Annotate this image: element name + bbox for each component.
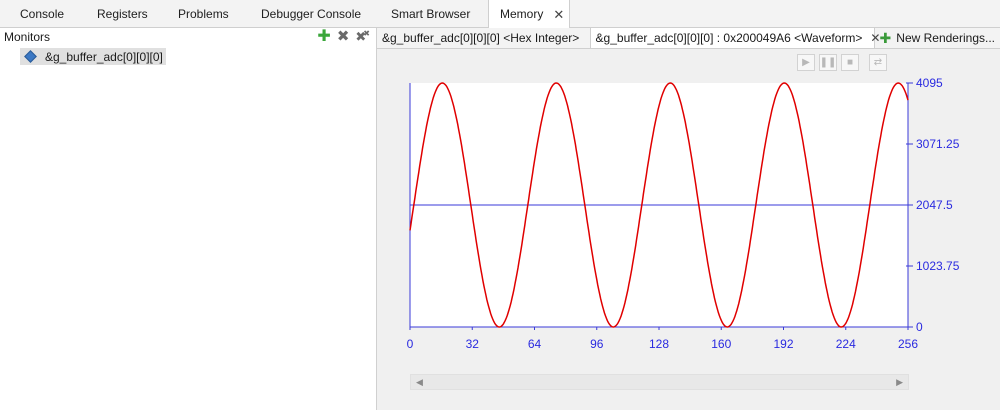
waveform-controls: ▶ ❚❚ ■ ⇄ [797, 54, 887, 71]
tab-registers[interactable]: Registers [79, 0, 160, 27]
monitors-toolbar: ✚ ✖ ✖✖ [317, 27, 370, 45]
tab-label: Console [20, 6, 65, 21]
tab-label: &g_buffer_adc[0][0][0] : 0x200049A6 <Wav… [595, 31, 863, 45]
tab-problems[interactable]: Problems [160, 0, 243, 27]
variable-icon [24, 50, 37, 63]
x-tick-label: 96 [590, 337, 604, 351]
tab-hex-integer[interactable]: &g_buffer_adc[0][0][0] <Hex Integer> [377, 28, 591, 48]
monitors-pane: Monitors ✚ ✖ ✖✖ &g_buffer_adc[0][0][0] [0, 28, 377, 410]
pause-icon[interactable]: ❚❚ [819, 54, 837, 71]
y-tick-label: 1023.75 [916, 259, 960, 273]
x-tick-label: 32 [466, 337, 480, 351]
waveform-line [409, 82, 909, 328]
renderings-pane: &g_buffer_adc[0][0][0] <Hex Integer> &g_… [377, 28, 1000, 410]
scroll-left-icon[interactable]: ◀ [416, 376, 423, 387]
x-tick-label: 160 [711, 337, 731, 351]
add-icon[interactable]: ✚ [317, 27, 331, 45]
tab-label: &g_buffer_adc[0][0][0] <Hex Integer> [382, 31, 580, 45]
tab-smart-browser[interactable]: Smart Browser [377, 0, 488, 27]
x-tick-label: 64 [528, 337, 542, 351]
monitor-item-label: &g_buffer_adc[0][0][0] [45, 49, 163, 64]
waveform-svg: 4095 3071.25 2047.5 1023.75 0 0 32 64 96 128 160 19… [407, 76, 960, 351]
x-tick-label: 192 [773, 337, 793, 351]
y-tick-label: 0 [916, 320, 923, 334]
tab-label: Registers [97, 6, 148, 21]
remove-all-icon[interactable]: ✖✖ [355, 29, 370, 44]
close-icon[interactable]: ✕ [870, 31, 881, 45]
tab-debugger-console[interactable]: Debugger Console [243, 0, 377, 27]
play-icon[interactable]: ▶ [797, 54, 815, 71]
tab-memory[interactable]: Memory ✕ [488, 0, 570, 28]
y-tick-label: 3071.25 [916, 137, 960, 151]
x-tick-label: 256 [898, 337, 918, 351]
remove-icon[interactable]: ✖ [336, 28, 350, 45]
close-icon[interactable]: ✕ [553, 6, 565, 22]
tab-new-renderings[interactable]: ✚ New Renderings... [875, 28, 1000, 48]
tab-console[interactable]: Console [0, 0, 79, 27]
tab-label: Problems [178, 6, 229, 21]
x-tick-label: 224 [836, 337, 856, 351]
tab-label: New Renderings... [896, 31, 995, 45]
monitors-header: Monitors ✚ ✖ ✖✖ [0, 28, 376, 45]
monitors-title: Monitors [4, 29, 51, 44]
monitor-item[interactable]: &g_buffer_adc[0][0][0] [20, 48, 166, 65]
x-tick-label: 128 [649, 337, 669, 351]
scroll-right-icon[interactable]: ▶ [896, 376, 903, 387]
add-icon: ✚ [879, 29, 892, 46]
tab-label: Debugger Console [261, 6, 362, 21]
renderings-tab-bar: &g_buffer_adc[0][0][0] <Hex Integer> &g_… [377, 28, 1000, 49]
y-tick-label: 4095 [916, 76, 943, 90]
stop-icon[interactable]: ■ [841, 54, 859, 71]
waveform-chart: 4095 3071.25 2047.5 1023.75 0 0 32 64 96 128 160 19… [377, 75, 1000, 375]
tab-waveform[interactable]: &g_buffer_adc[0][0][0] : 0x200049A6 <Wav… [590, 28, 880, 48]
y-tick-label: 2047.5 [916, 198, 953, 212]
horizontal-scrollbar[interactable]: ◀ ▶ [410, 374, 909, 390]
x-tick-label: 0 [407, 337, 414, 351]
refresh-icon[interactable]: ⇄ [869, 54, 887, 71]
tab-label: Memory [500, 7, 544, 21]
view-tab-bar: Console Registers Problems Debugger Cons… [0, 0, 1000, 28]
tab-label: Smart Browser [391, 6, 471, 21]
